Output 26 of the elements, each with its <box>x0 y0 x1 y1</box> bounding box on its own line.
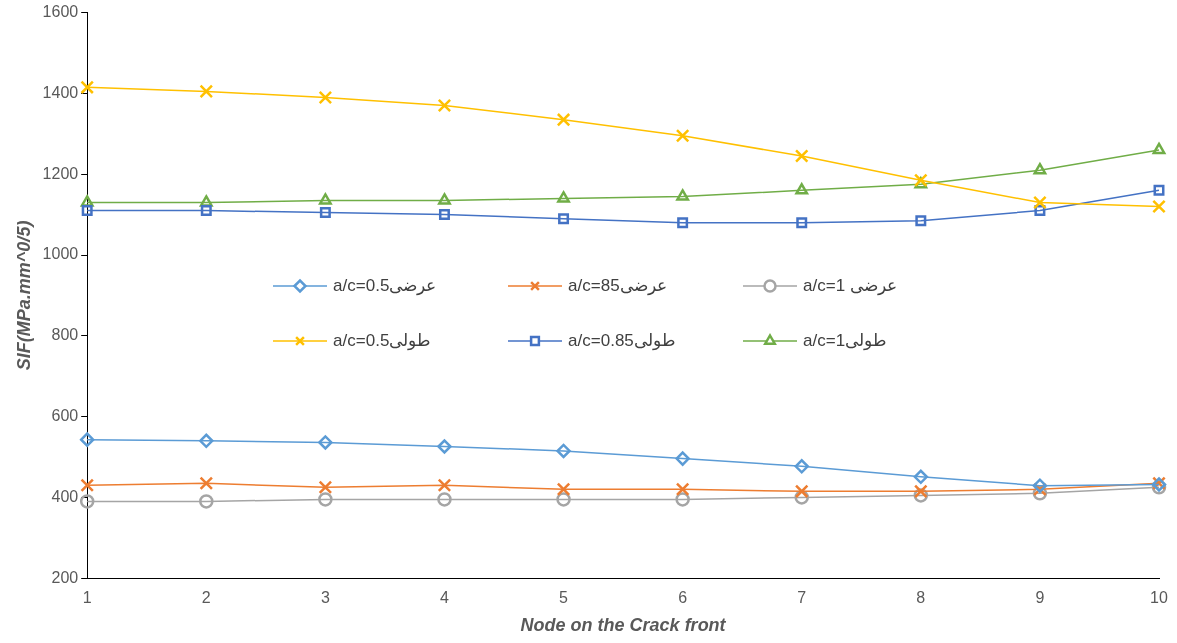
legend-label: a/c=1 عرضی <box>803 275 897 297</box>
x-tick-label: 8 <box>916 589 926 607</box>
legend-label: a/c=0.85طولی <box>568 330 676 352</box>
x-tick-label: 9 <box>1035 589 1045 607</box>
x-axis-title: Node on the Crack front <box>520 615 727 636</box>
y-tick-label: 400 <box>51 487 79 505</box>
x-tick-label: 6 <box>678 589 688 607</box>
x-tick-label: 10 <box>1150 589 1168 607</box>
x-tick-label: 2 <box>201 589 211 607</box>
y-tick-label: 800 <box>51 326 79 344</box>
x-tick-label: 1 <box>82 589 92 607</box>
legend-label: a/c=0.5طولی <box>333 330 432 352</box>
y-tick-label: 1600 <box>42 3 79 21</box>
y-tick-label: 1000 <box>42 245 79 263</box>
x-tick-label: 3 <box>320 589 330 607</box>
y-axis-title: SIF(MPa.mm^0/5) <box>13 220 34 371</box>
legend-label: a/c=0.5عرضی <box>333 275 437 297</box>
legend-label: a/c=85عرضی <box>568 275 667 297</box>
y-tick-label: 1400 <box>42 83 79 101</box>
x-tick-label: 4 <box>440 589 450 607</box>
x-tick-label: 5 <box>559 589 569 607</box>
legend-label: a/c=1طولی <box>803 330 888 352</box>
y-tick-label: 200 <box>51 568 79 586</box>
x-tick-label: 7 <box>797 589 807 607</box>
y-tick-label: 1200 <box>42 164 79 182</box>
y-tick-label: 600 <box>51 407 79 425</box>
